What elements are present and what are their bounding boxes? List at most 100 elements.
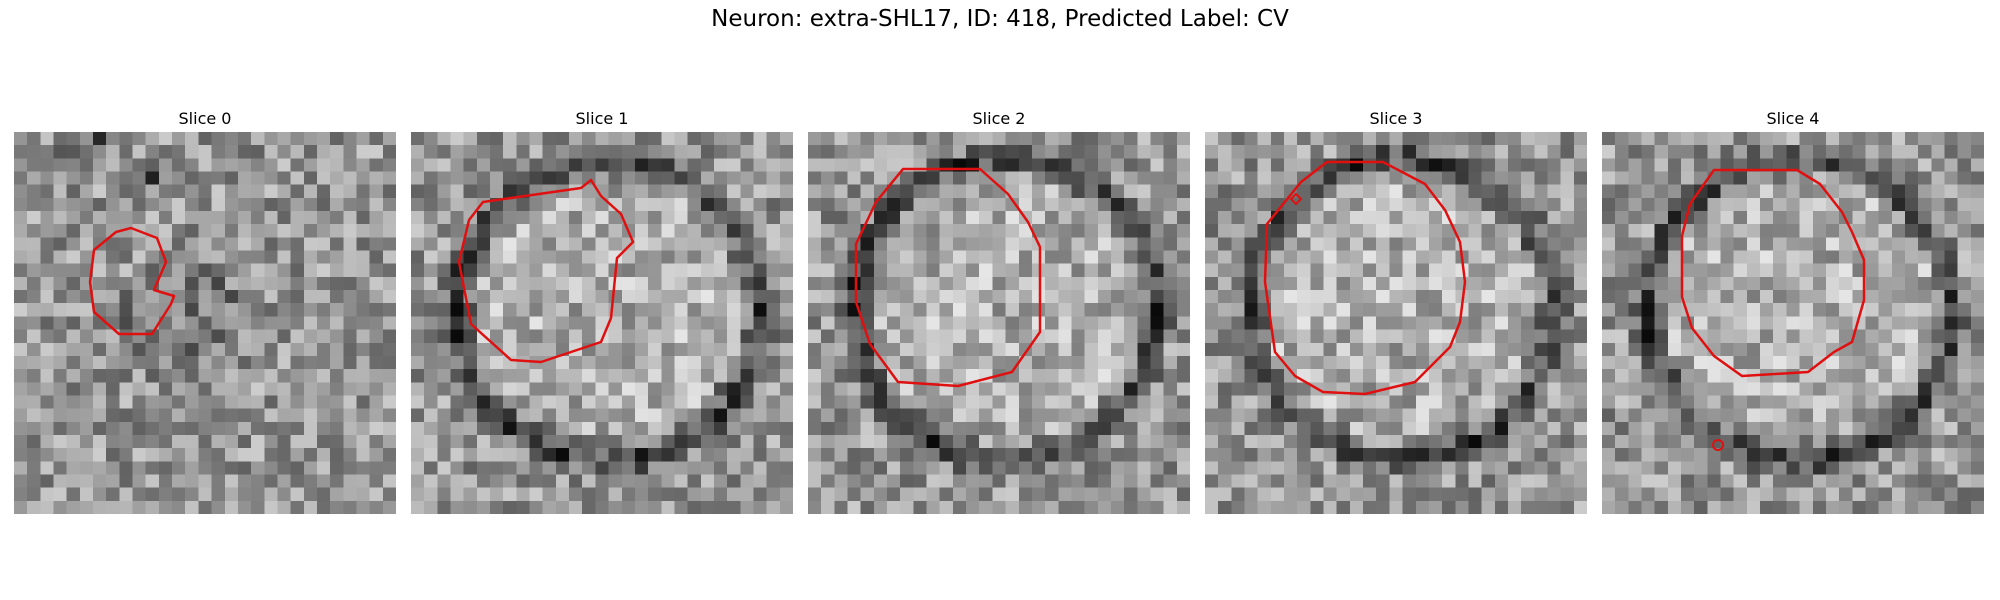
pixel-cell [450, 303, 465, 318]
pixel-cell [14, 237, 28, 252]
pixel-cell [1137, 500, 1152, 514]
pixel-cell [1150, 342, 1165, 357]
pixel-cell [1376, 448, 1391, 462]
pixel-cell [27, 316, 41, 331]
pixel-cell [476, 395, 491, 410]
pixel-cell [992, 355, 1007, 370]
pixel-cell [450, 211, 465, 225]
pixel-cell [1323, 316, 1338, 331]
pixel-cell [251, 171, 265, 186]
pixel-cell [569, 395, 583, 410]
pixel-cell [224, 290, 239, 304]
pixel-cell [821, 329, 835, 344]
pixel-cell [1573, 263, 1587, 278]
pixel-cell [1110, 237, 1125, 252]
pixel-cell [343, 421, 358, 436]
pixel-cell [608, 329, 623, 344]
pixel-cell [1455, 263, 1470, 278]
pixel-cell [53, 395, 68, 410]
slice-title: Slice 0 [178, 109, 232, 128]
pixel-cell [1799, 145, 1814, 159]
pixel-cell [145, 434, 160, 449]
pixel-cell [1336, 171, 1351, 186]
pixel-cell [1970, 474, 1984, 489]
pixel-cell [79, 434, 94, 449]
pixel-cell [1667, 316, 1682, 331]
pixel-cell [53, 184, 68, 199]
pixel-cell [1428, 132, 1443, 146]
pixel-cell [621, 382, 636, 397]
pixel-cell [237, 329, 252, 344]
pixel-cell [1733, 290, 1748, 304]
pixel-cell [1218, 211, 1232, 225]
pixel-cell [1163, 184, 1178, 199]
pixel-cell [979, 250, 994, 265]
pixel-cell [503, 276, 517, 291]
pixel-cell [1507, 500, 1522, 514]
pixel-cell [529, 237, 544, 252]
pixel-cell [1852, 369, 1867, 383]
pixel-cell [27, 303, 41, 318]
pixel-cell [382, 276, 396, 291]
pixel-cell [382, 250, 396, 265]
pixel-cell [621, 448, 636, 462]
pixel-cell [1205, 474, 1219, 489]
pixel-cell [860, 461, 875, 476]
pixel-cell [1205, 316, 1219, 331]
pixel-cell [555, 132, 570, 146]
pixel-cell [1970, 290, 1984, 304]
pixel-cell [277, 276, 292, 291]
pixel-cell [1137, 408, 1152, 423]
pixel-cell [1270, 250, 1285, 265]
pixel-cell [198, 448, 213, 462]
pixel-cell [382, 211, 396, 225]
pixel-cell [1931, 448, 1946, 462]
pixel-cell [713, 132, 728, 146]
pixel-cell [952, 211, 967, 225]
pixel-cell [1560, 250, 1575, 265]
pixel-cell [582, 250, 597, 265]
pixel-cell [1428, 395, 1443, 410]
pixel-cell [1231, 448, 1246, 462]
pixel-cell [913, 132, 928, 146]
pixel-cell [66, 276, 81, 291]
pixel-cell [952, 224, 967, 238]
pixel-cell [1970, 276, 1984, 291]
pixel-cell [1547, 171, 1562, 186]
pixel-cell [939, 211, 954, 225]
pixel-cell [1573, 329, 1587, 344]
pixel-cell [727, 316, 741, 331]
pixel-cell [1415, 158, 1430, 173]
pixel-cell [1891, 158, 1906, 173]
pixel-cell [1402, 250, 1417, 265]
pixel-cell [1363, 250, 1377, 265]
pixel-cell [251, 132, 265, 146]
pixel-cell [1150, 158, 1165, 173]
pixel-cell [198, 303, 213, 318]
pixel-cell [1163, 421, 1178, 436]
pixel-cell [1573, 487, 1587, 502]
pixel-cell [1628, 158, 1643, 173]
pixel-cell [264, 408, 279, 423]
pixel-cell [1494, 408, 1509, 423]
pixel-cell [1402, 290, 1417, 304]
pixel-cell [1641, 263, 1656, 278]
pixel-cell [437, 197, 452, 212]
pixel-cell [119, 276, 134, 291]
pixel-cell [1681, 474, 1695, 489]
pixel-cell [290, 197, 305, 212]
pixel-cell [1376, 329, 1391, 344]
pixel-cell [251, 276, 265, 291]
pixel-cell [992, 211, 1007, 225]
pixel-cell [1760, 421, 1774, 436]
pixel-cell [1481, 500, 1496, 514]
pixel-cell [1707, 276, 1722, 291]
pixel-cell [1218, 316, 1232, 331]
pixel-cell [119, 342, 134, 357]
pixel-cell [1494, 316, 1509, 331]
pixel-cell [1521, 303, 1535, 318]
pixel-cell [687, 434, 702, 449]
pixel-cell [608, 487, 623, 502]
pixel-cell [821, 421, 835, 436]
pixel-cell [437, 329, 452, 344]
